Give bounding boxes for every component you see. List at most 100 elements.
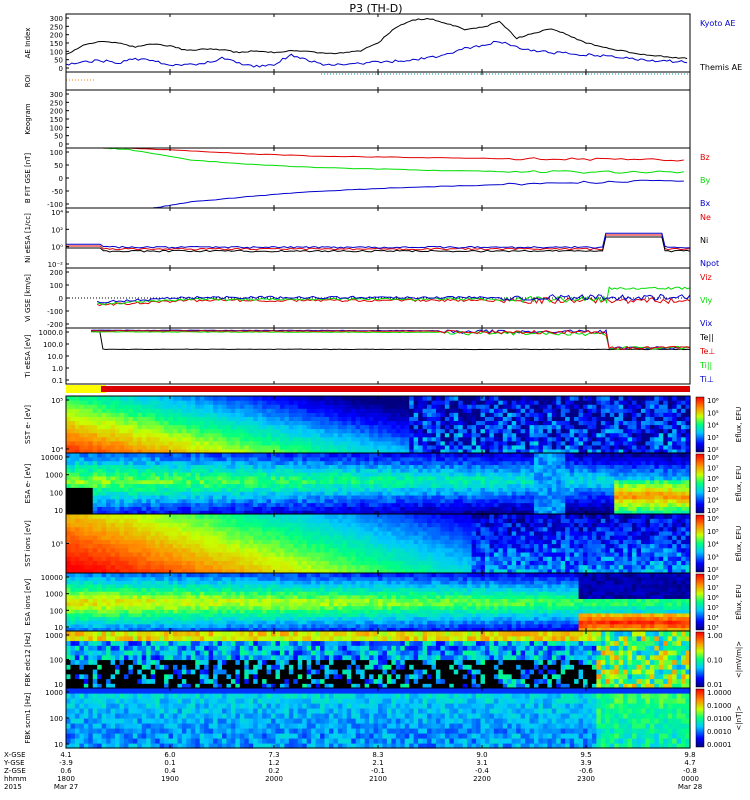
- ytick-label-esa_i: 10000: [41, 574, 63, 582]
- colorbar-tick-fbk_b: 0.1000: [707, 702, 732, 710]
- mode-bar-red: [101, 386, 690, 392]
- colorbar-tick-fbk_e: 0.10: [707, 657, 723, 665]
- plot-title: P3 (TH-D): [349, 2, 402, 15]
- ylabel-bfield: B FIT GSE [nT]: [24, 153, 32, 204]
- spectrogram-sst_e: [66, 396, 691, 454]
- colorbar-tick-sst_e: 10²: [707, 446, 719, 454]
- ylabel-ae: AE Index: [24, 28, 32, 59]
- ytick-label-keogram: 50: [54, 133, 63, 141]
- xaxis-tick-value: Mar 28: [678, 783, 702, 791]
- colorbar-tick-fbk_b: 0.0010: [707, 728, 732, 736]
- legend-velocity: Viy: [700, 296, 713, 305]
- xaxis-tick-value: 0.1: [164, 759, 175, 767]
- velocity-line-viy: [97, 286, 691, 305]
- ytick-label-keogram: 200: [50, 108, 63, 116]
- colorbar-tick-sst_i: 10⁵: [707, 528, 719, 536]
- ytick-label-velocity: -100: [47, 308, 63, 316]
- ytick-label-temperature: 1000.0: [39, 329, 64, 337]
- colorbar-tick-sst_e: 10⁵: [707, 409, 719, 417]
- bfield-line-bx: [153, 179, 684, 209]
- ae-line-kyoto-ae: [65, 40, 688, 68]
- colorbar-tick-esa_e: 10⁷: [707, 465, 719, 473]
- ytick-label-fbk_b: 10: [54, 741, 63, 749]
- ytick-label-fbk_e: 100: [50, 657, 63, 665]
- ylabel-fbk_e: FBK edc12 [Hz]: [24, 632, 32, 686]
- ylabel-velocity: Vi GSE [km/s]: [24, 274, 32, 322]
- legend-ae: Kyoto AE: [700, 19, 735, 28]
- xaxis-tick-value: 9.5: [580, 751, 591, 759]
- colorbar-tick-fbk_e: 1.00: [707, 632, 723, 640]
- ytick-label-temperature: 1.0: [52, 365, 63, 373]
- ytick-label-velocity: -200: [47, 321, 63, 329]
- colorbar-label-esa_e: Eflux, EFU: [735, 466, 743, 501]
- ytick-label-keogram: 150: [50, 116, 63, 124]
- ytick-label-density: 10⁻²: [48, 261, 64, 269]
- legend-temperature: Te||: [699, 333, 714, 342]
- xaxis-tick-value: 0.2: [268, 767, 279, 775]
- colorbar-tick-fbk_b: 0.0100: [707, 715, 732, 723]
- legend-density: Npot: [700, 259, 719, 268]
- colorbar-tick-sst_i: 10³: [707, 553, 719, 561]
- ylabel-density: Ni eESA [1/cc]: [24, 213, 32, 263]
- ylabel-fbk_b: FBK scm1 [Hz]: [24, 692, 32, 743]
- xaxis-row-label: X-GSE: [4, 751, 26, 759]
- ytick-label-bfield: -100: [47, 201, 63, 209]
- xaxis-tick-value: 7.3: [268, 751, 279, 759]
- colorbar-tick-esa_i: 10⁸: [707, 574, 719, 582]
- ytick-label-velocity: 200: [50, 269, 63, 277]
- lineplot-layer: [65, 17, 691, 351]
- spectrogram-esa_i: [66, 573, 691, 632]
- ytick-label-temperature: 0.1: [52, 377, 63, 385]
- xaxis-tick-value: 6.0: [164, 751, 175, 759]
- ytick-label-keogram: 250: [50, 99, 63, 107]
- colorbar-tick-fbk_b: 0.0001: [707, 741, 732, 749]
- xaxis-row-label: Z-GSE: [4, 767, 26, 775]
- legend-temperature: Te⊥: [699, 347, 715, 356]
- xaxis-tick-value: 0000: [681, 775, 699, 783]
- legend-velocity: Vix: [700, 319, 713, 328]
- legend-density: Ne: [700, 213, 711, 222]
- xaxis-tick-value: 3.1: [476, 759, 487, 767]
- ytick-label-temperature: 10.0: [47, 353, 63, 361]
- ytick-label-density: 10⁰: [51, 244, 63, 252]
- velocity-line-vix: [97, 293, 691, 304]
- colorbar-tick-sst_i: 10⁶: [707, 515, 719, 523]
- mode-bar-yellow: [66, 385, 106, 393]
- xaxis-tick-value: 0.6: [60, 767, 72, 775]
- legend-temperature: Ti||: [699, 361, 712, 370]
- xaxis-tick-value: 8.3: [372, 751, 383, 759]
- legend-temperature: Ti⊥: [699, 375, 714, 384]
- colorbar-tick-sst_e: 10⁶: [707, 397, 719, 405]
- xaxis-tick-value: -3.9: [59, 759, 73, 767]
- colorbar-esa_i: [695, 573, 705, 631]
- ae-line-themis-ae: [65, 17, 688, 60]
- ytick-label-velocity: 0: [59, 295, 63, 303]
- xaxis-row-label: 2015: [4, 783, 22, 791]
- velocity-line-viz: [96, 296, 691, 307]
- colorbar-tick-esa_e: 10³: [707, 507, 719, 515]
- colorbar-label-sst_i: Eflux, EFU: [735, 526, 743, 561]
- ytick-label-bfield: -50: [52, 188, 63, 196]
- colorbar-label-fbk_b: <|nT|>: [735, 705, 743, 730]
- legend-bfield: By: [700, 176, 710, 185]
- colorbar-tick-sst_e: 10³: [707, 434, 719, 442]
- xaxis-tick-value: -0.4: [475, 767, 489, 775]
- xaxis-tick-value: 2200: [473, 775, 491, 783]
- ytick-label-fbk_b: 100: [50, 715, 63, 723]
- spectrogram-fbk_e: [66, 631, 691, 689]
- legend-ae: Themis AE: [699, 63, 742, 72]
- colorbar-tick-sst_e: 10⁴: [707, 422, 719, 430]
- ytick-label-density: 10⁴: [51, 209, 63, 217]
- xaxis-tick-value: Mar 27: [54, 783, 78, 791]
- xaxis-tick-value: 4.7: [684, 759, 695, 767]
- bfield-line-by: [103, 147, 684, 174]
- xaxis-row-label: hhmm: [4, 775, 27, 783]
- ytick-label-esa_e: 100: [50, 489, 63, 497]
- colorbar-tick-esa_e: 10⁸: [707, 454, 719, 462]
- ytick-label-esa_i: 100: [50, 607, 63, 615]
- ytick-label-esa_e: 1000: [45, 472, 63, 480]
- xaxis-tick-value: 9.8: [684, 751, 695, 759]
- legend-velocity: Viz: [700, 273, 712, 282]
